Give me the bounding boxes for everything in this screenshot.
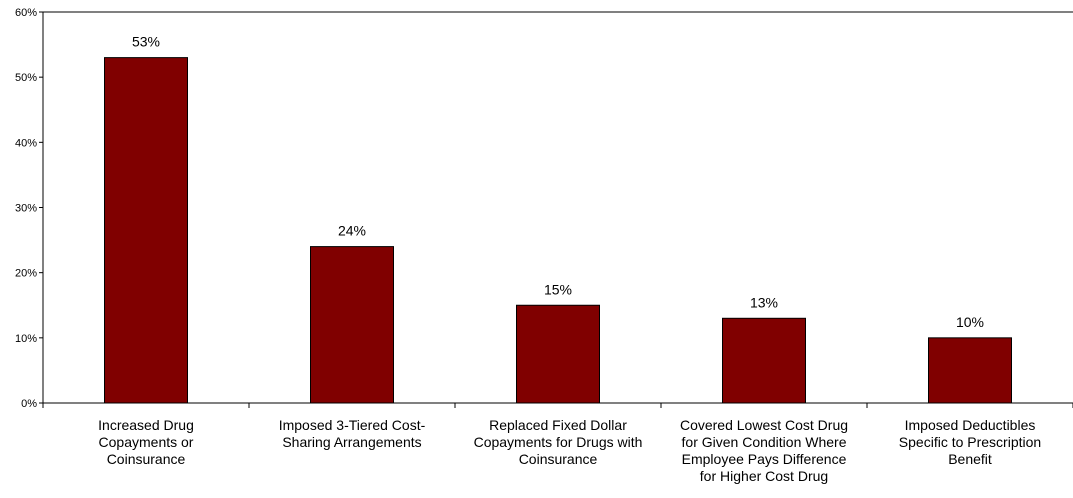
data-label: 24% — [338, 223, 366, 239]
x-category-label-line: Specific to Prescription — [899, 434, 1041, 450]
x-category-label-line: Covered Lowest Cost Drug — [680, 417, 848, 433]
y-tick-label: 10% — [15, 333, 37, 345]
x-category-label: Imposed Deductibles Specific to Prescript… — [899, 417, 1041, 467]
bar — [516, 304, 600, 404]
x-category-label: Replaced Fixed Dollar Copayments for Drug… — [474, 417, 643, 467]
y-tick-label: 0% — [21, 398, 37, 410]
x-category-label-line: Coinsurance — [519, 451, 598, 467]
x-category-label-line: Employee Pays Difference — [682, 451, 847, 467]
bar — [722, 317, 806, 404]
x-category-label-line: Increased Drug — [98, 417, 194, 433]
x-category-label-line: for Given Condition Where — [682, 434, 847, 450]
x-category-label-line: Replaced Fixed Dollar — [489, 417, 627, 433]
data-label: 15% — [544, 281, 572, 297]
bar — [310, 246, 394, 404]
x-category-label-line: Copayments for Drugs with — [474, 434, 643, 450]
bar — [928, 337, 1012, 404]
x-category-label: Increased Drug Copayments or Coinsurance — [98, 417, 194, 467]
x-category-label-line: for Higher Cost Drug — [700, 468, 828, 484]
labels: 53%Increased Drug Copayments or Coinsuranc… — [98, 34, 1041, 484]
data-label: 53% — [132, 34, 160, 50]
y-tick-label: 30% — [15, 203, 37, 215]
x-category-label-line: Coinsurance — [107, 451, 186, 467]
x-category-label-line: Imposed 3-Tiered Cost- — [279, 417, 426, 433]
data-label: 13% — [750, 294, 778, 310]
y-tick-label: 40% — [15, 137, 37, 149]
y-tick-label: 60% — [15, 7, 37, 19]
bars — [104, 57, 1012, 404]
bar — [104, 57, 188, 404]
x-category-label-line: Copayments or — [99, 434, 194, 450]
x-category-label-line: Sharing Arrangements — [282, 434, 421, 450]
x-category-label-line: Imposed Deductibles — [905, 417, 1036, 433]
data-label: 10% — [956, 314, 984, 330]
y-tick-label: 50% — [15, 72, 37, 84]
y-tick-label: 20% — [15, 268, 37, 280]
x-category-label: Covered Lowest Cost Drug for Given Condit… — [680, 417, 848, 484]
x-category-label-line: Benefit — [948, 451, 992, 467]
x-category-label: Imposed 3-Tiered Cost-Sharing Arrangemen… — [279, 417, 426, 450]
